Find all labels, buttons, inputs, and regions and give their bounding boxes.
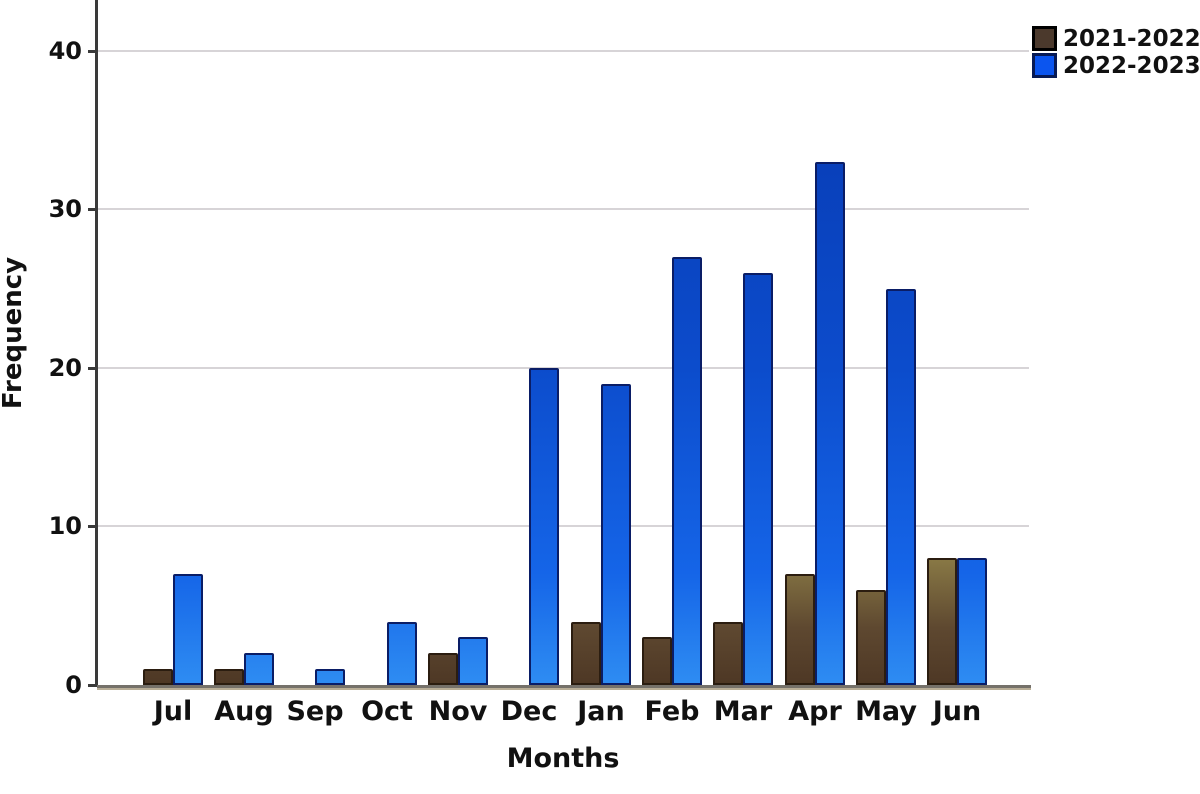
bar-2022-2023-May	[886, 289, 916, 685]
bar-2021-2022-Jul	[143, 669, 173, 685]
y-tick-label-0: 0	[65, 671, 82, 699]
bar-2021-2022-May	[856, 590, 886, 685]
legend-swatch-2022-2023	[1032, 53, 1057, 78]
y-tick-mark-0	[88, 684, 96, 687]
bar-2021-2022-Jun	[927, 558, 957, 685]
bar-2022-2023-Jul	[173, 574, 203, 685]
x-tick-label-Dec: Dec	[500, 696, 558, 727]
bar-2022-2023-Jun	[957, 558, 987, 685]
bar-2022-2023-Jan	[601, 384, 631, 685]
y-tick-mark-30	[88, 208, 96, 211]
bar-2022-2023-Nov	[458, 637, 488, 685]
bar-2021-2022-Apr	[785, 574, 815, 685]
gridline-y-20	[97, 367, 1029, 369]
legend-item-2022-2023: 2022-2023	[1032, 52, 1200, 79]
bar-2022-2023-Oct	[387, 622, 417, 685]
y-tick-label-40: 40	[48, 37, 82, 65]
x-tick-label-May: May	[855, 696, 917, 727]
x-tick-label-Sep: Sep	[286, 696, 344, 727]
y-tick-mark-20	[88, 367, 96, 370]
y-tick-mark-10	[88, 525, 96, 528]
y-tick-mark-40	[88, 50, 96, 53]
legend-label-2022-2023: 2022-2023	[1063, 52, 1200, 79]
x-tick-label-Jun: Jun	[932, 696, 982, 727]
x-tick-label-Aug: Aug	[214, 696, 274, 727]
x-tick-label-Apr: Apr	[788, 696, 842, 727]
y-tick-label-30: 30	[48, 195, 82, 223]
x-tick-label-Mar: Mar	[713, 696, 773, 727]
gridline-y-30	[97, 208, 1029, 210]
x-tick-label-Nov: Nov	[428, 696, 488, 727]
x-tick-label-Feb: Feb	[644, 696, 700, 727]
y-tick-label-20: 20	[48, 354, 82, 382]
legend: 2021-2022 2022-2023	[1032, 25, 1200, 79]
x-tick-label-Jul: Jul	[153, 696, 193, 727]
legend-item-2021-2022: 2021-2022	[1032, 25, 1200, 52]
bar-2021-2022-Nov	[428, 653, 458, 685]
x-tick-label-Jan: Jan	[577, 696, 625, 727]
bar-2022-2023-Sep	[315, 669, 345, 685]
bar-2022-2023-Dec	[529, 368, 559, 685]
bar-2021-2022-Feb	[642, 637, 672, 685]
y-axis-line	[95, 0, 98, 687]
plot-area	[97, 0, 1031, 685]
y-tick-label-10: 10	[48, 512, 82, 540]
bar-2022-2023-Mar	[743, 273, 773, 685]
bar-2022-2023-Aug	[244, 653, 274, 685]
bar-2021-2022-Jan	[571, 622, 601, 685]
x-axis-title: Months	[506, 743, 620, 774]
x-tick-label-Oct: Oct	[361, 696, 413, 727]
x-axis-line	[97, 685, 1031, 690]
gridline-y-10	[97, 525, 1029, 527]
legend-label-2021-2022: 2021-2022	[1063, 25, 1200, 52]
bar-2022-2023-Apr	[815, 162, 845, 685]
bar-2021-2022-Aug	[214, 669, 244, 685]
bar-2021-2022-Mar	[713, 622, 743, 685]
legend-swatch-2021-2022	[1032, 26, 1057, 51]
gridline-y-40	[97, 50, 1029, 52]
bar-2022-2023-Feb	[672, 257, 702, 685]
